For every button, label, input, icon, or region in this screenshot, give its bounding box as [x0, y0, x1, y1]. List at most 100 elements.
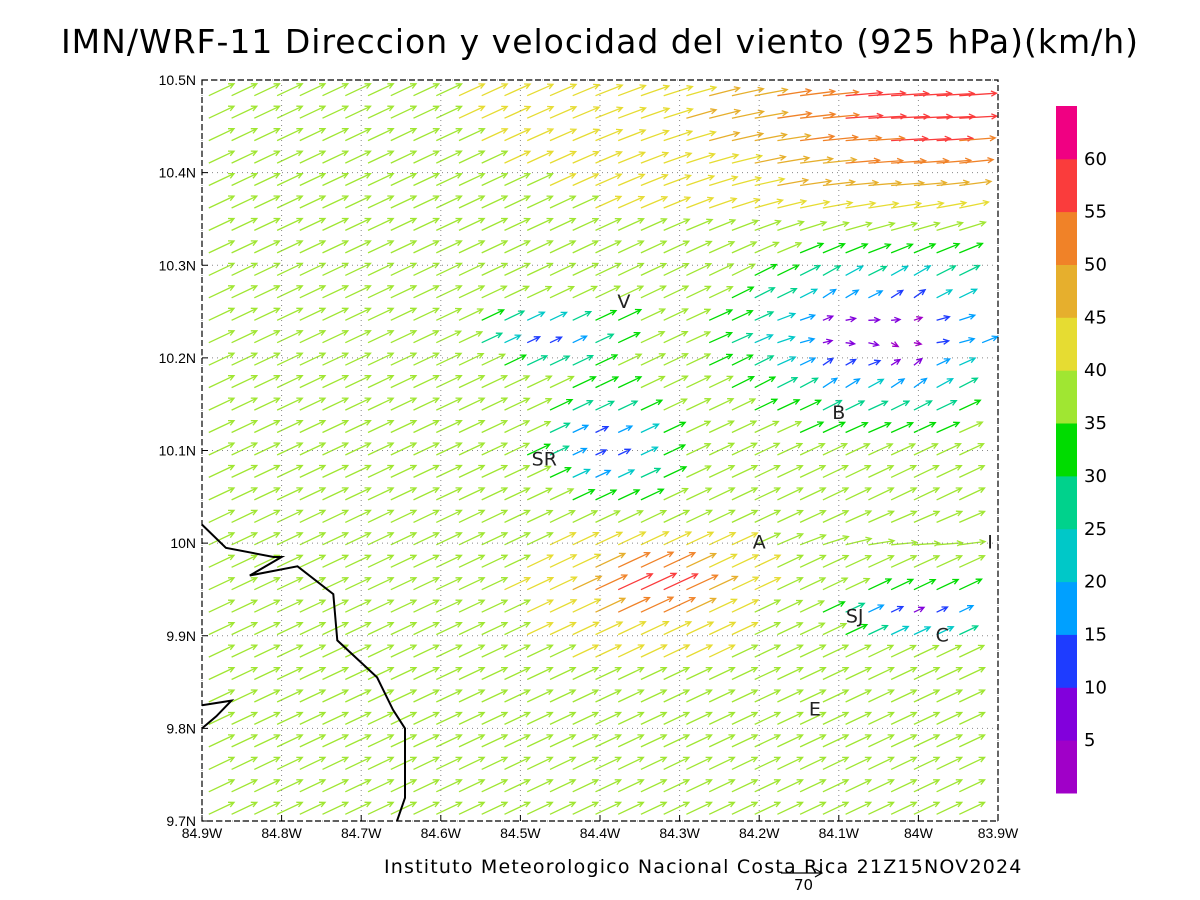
wind-arrow [345, 172, 372, 187]
wind-arrow [367, 375, 395, 389]
wind-arrow [436, 779, 463, 793]
wind-arrow [436, 172, 463, 187]
wind-arrow [868, 578, 893, 591]
wind-arrow [322, 689, 350, 703]
wind-arrow [345, 666, 372, 681]
wind-arrow [481, 554, 509, 568]
wind-arrow [890, 605, 905, 613]
wind-arrow [572, 468, 591, 478]
colorbar-segment [1056, 317, 1077, 371]
wind-arrow [231, 352, 259, 366]
wind-arrow [436, 689, 463, 703]
lon-tick-label: 84.6W [421, 825, 462, 841]
wind-arrow [345, 509, 372, 523]
lat-tick-label: 9.9N [166, 628, 196, 644]
wind-arrow [390, 217, 418, 231]
wind-arrow [845, 779, 873, 793]
wind-arrow [731, 644, 759, 658]
wind-arrow [868, 340, 880, 348]
wind-arrow [526, 621, 554, 636]
wind-arrow [663, 240, 691, 254]
wind-arrow [458, 442, 486, 456]
wind-arrow [390, 83, 418, 97]
wind-arrow [299, 262, 327, 276]
wind-arrow [322, 779, 350, 793]
wind-arrow [345, 262, 372, 276]
wind-arrow [663, 801, 691, 815]
wind-arrow [208, 599, 236, 613]
wind-arrow [481, 128, 509, 142]
wind-arrow [481, 509, 509, 523]
colorbar-segment [1056, 370, 1077, 424]
wind-arrow [640, 129, 670, 142]
wind-arrow [822, 779, 850, 793]
wind-arrow [731, 310, 754, 321]
wind-arrow [799, 689, 827, 703]
lat-tick-label: 10N [170, 535, 196, 551]
wind-arrow [890, 689, 918, 703]
wind-arrow [708, 464, 736, 478]
wind-arrow [640, 308, 667, 321]
wind-arrow [572, 106, 601, 119]
wind-arrow [458, 172, 486, 187]
wind-arrow [367, 666, 395, 681]
wind-arrow [231, 397, 259, 411]
wind-arrow [777, 756, 804, 770]
wind-arrow [845, 644, 872, 658]
wind-arrow [572, 621, 601, 636]
wind-arrow [663, 107, 694, 119]
wind-arrow [322, 666, 350, 681]
wind-arrow [436, 734, 463, 748]
wind-arrow [481, 262, 509, 276]
wind-arrow [526, 666, 554, 681]
wind-arrow [663, 353, 689, 366]
wind-arrow [913, 200, 945, 209]
wind-arrow [777, 533, 805, 546]
wind-arrow [572, 355, 595, 366]
lon-tick-label: 84.3W [659, 825, 700, 841]
wind-arrow [936, 200, 968, 209]
wind-arrow [617, 400, 639, 411]
wind-arrow [595, 309, 618, 321]
wind-arrow [254, 734, 281, 748]
wind-arrow [959, 156, 995, 164]
wind-arrow [208, 330, 236, 344]
wind-arrow [822, 601, 846, 613]
wind-arrow [731, 779, 759, 793]
wind-arrow [367, 487, 395, 501]
wind-arrow [822, 200, 854, 209]
wind-arrow [799, 220, 828, 232]
wind-arrow [754, 734, 782, 748]
wind-arrow [640, 218, 668, 231]
wind-arrow [390, 262, 418, 276]
wind-arrow [777, 88, 813, 97]
wind-arrow [754, 263, 778, 276]
wind-arrow [686, 420, 712, 434]
wind-arrow [231, 756, 259, 770]
wind-arrow [595, 779, 623, 793]
wind-arrow [663, 444, 687, 456]
wind-arrow [481, 332, 504, 344]
wind-arrow [208, 509, 236, 523]
wind-arrow [345, 195, 372, 209]
wind-arrow [390, 756, 418, 770]
wind-arrow [572, 779, 600, 793]
wind-arrow [754, 644, 782, 658]
wind-arrow [686, 196, 715, 209]
wind-arrow [822, 577, 849, 591]
wind-arrow [822, 288, 837, 299]
wind-arrow [458, 756, 486, 770]
wind-arrow [504, 128, 532, 142]
wind-arrow [345, 419, 372, 434]
wind-arrow [481, 599, 509, 613]
wind-arrow [390, 352, 418, 366]
wind-arrow [754, 801, 782, 815]
wind-arrow [731, 176, 763, 187]
wind-arrow [913, 644, 940, 658]
wind-arrow [254, 711, 281, 725]
wind-arrow [595, 756, 623, 770]
wind-arrow [686, 152, 717, 164]
wind-arrow [549, 398, 574, 411]
wind-arrow [731, 711, 759, 725]
wind-arrow [731, 241, 758, 254]
